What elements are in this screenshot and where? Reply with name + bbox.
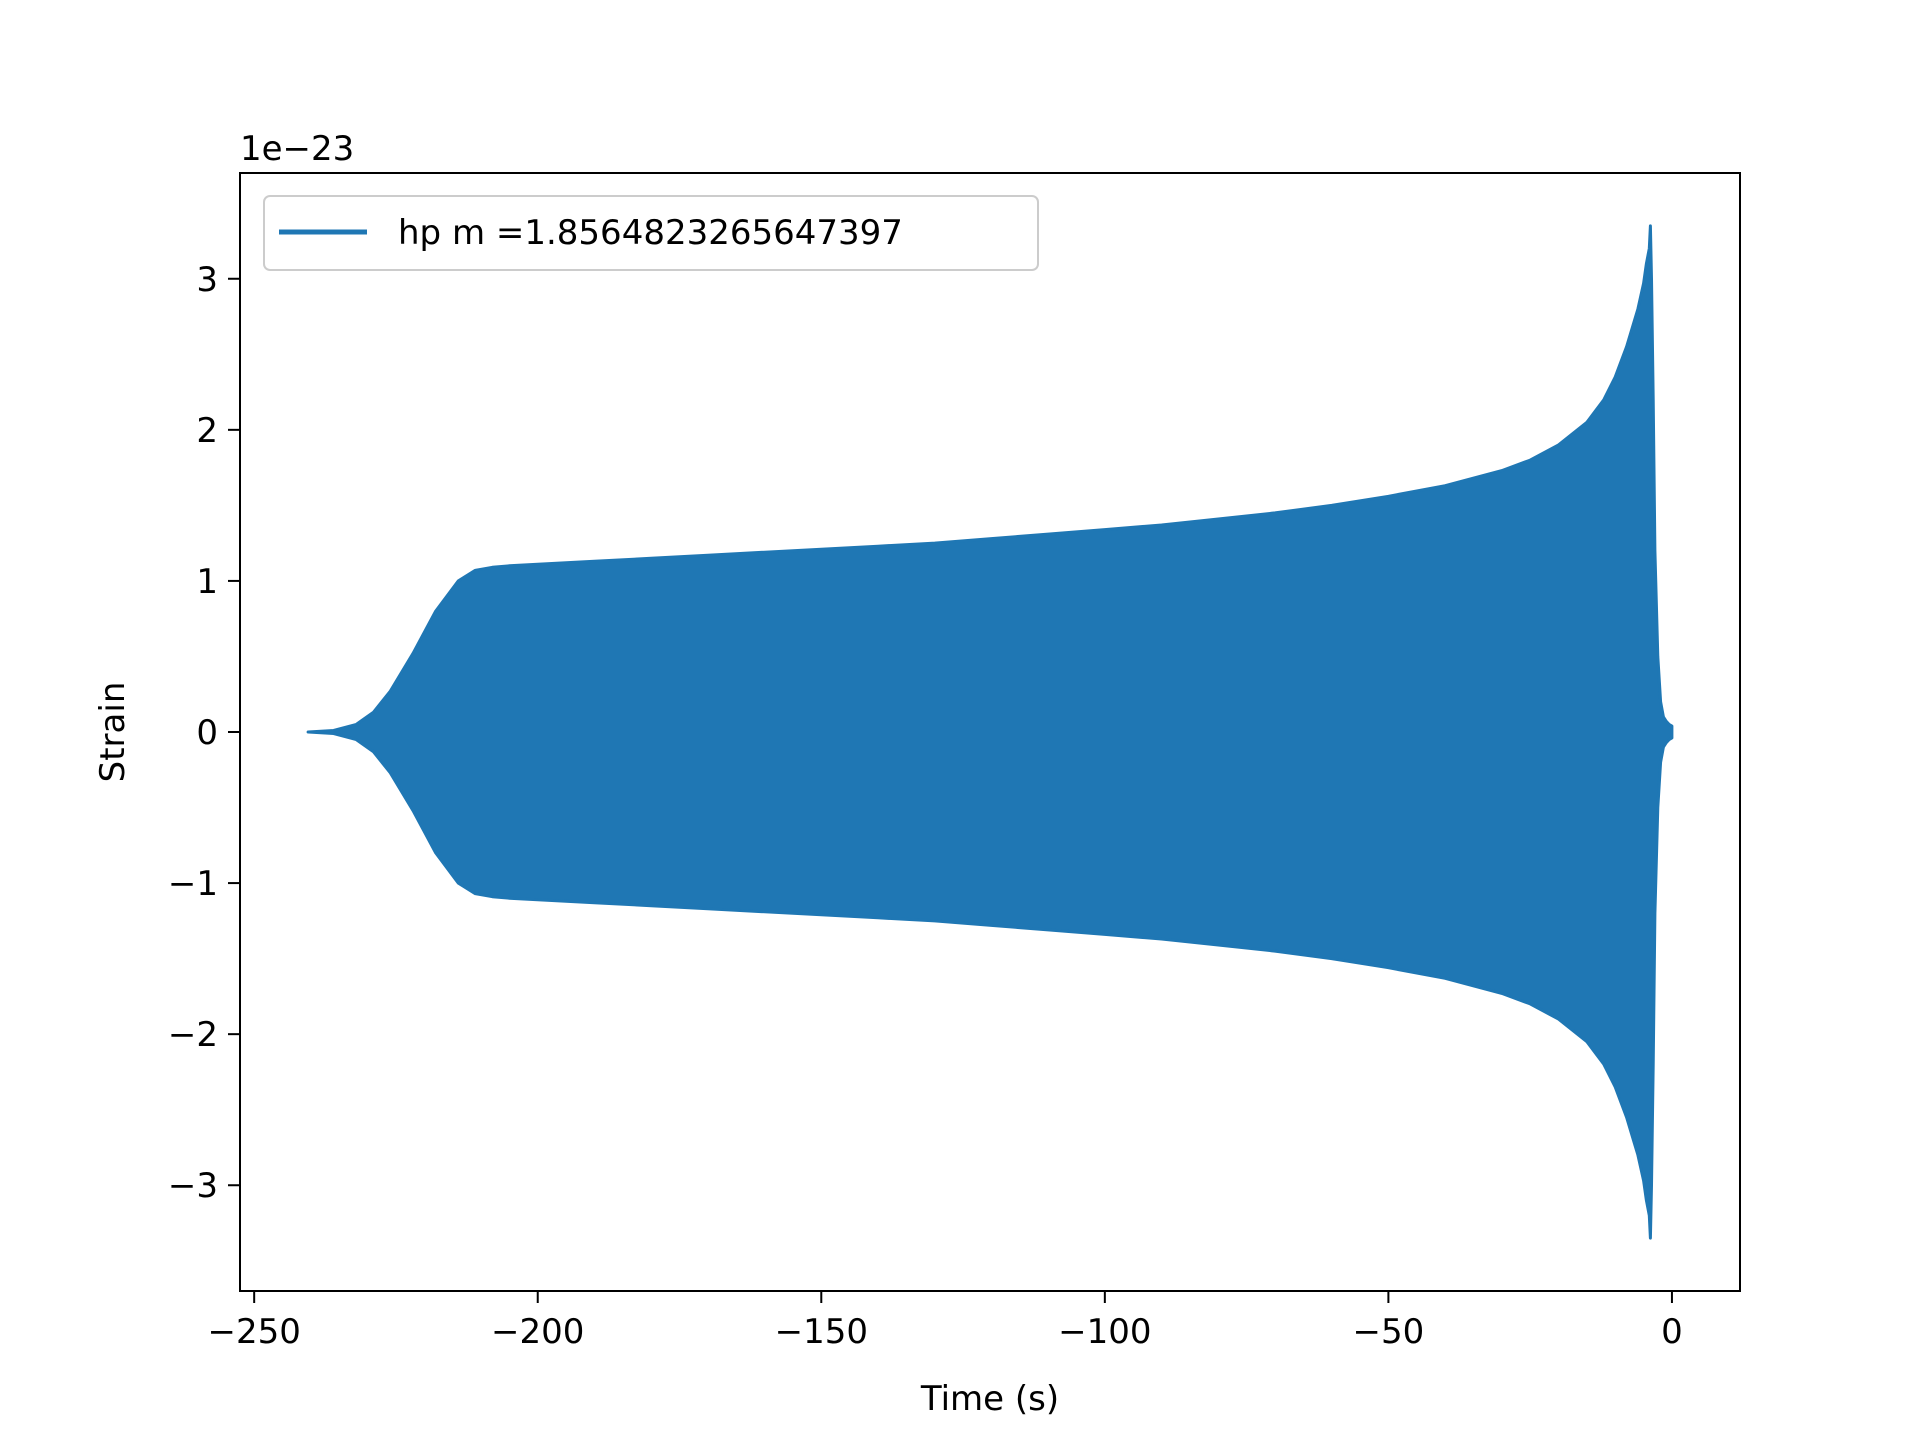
x-tick-label: −200 xyxy=(491,1312,584,1352)
x-tick-label: 0 xyxy=(1661,1312,1683,1352)
x-axis: −250 −200 −150 −100 −50 0 xyxy=(207,1291,1683,1352)
y-axis: −3 −2 −1 0 1 2 3 xyxy=(168,260,240,1206)
legend-box xyxy=(263,195,1039,271)
y-axis-offset-label: 1e−23 xyxy=(240,129,354,169)
y-tick-label: −1 xyxy=(168,864,218,904)
x-tick-label: −100 xyxy=(1058,1312,1151,1352)
x-axis-label: Time (s) xyxy=(920,1379,1059,1419)
legend: hp m =1.8564823265647397 xyxy=(263,195,1039,271)
x-tick-label: −50 xyxy=(1353,1312,1425,1352)
legend-label: hp m =1.8564823265647397 xyxy=(398,213,903,253)
plot-area xyxy=(306,224,1674,1240)
y-tick-label: −3 xyxy=(168,1166,218,1206)
y-tick-label: 3 xyxy=(196,260,218,300)
x-tick-label: −150 xyxy=(775,1312,868,1352)
x-tick-label: −250 xyxy=(207,1312,300,1352)
y-tick-label: 1 xyxy=(196,562,218,602)
y-tick-label: 2 xyxy=(196,411,218,451)
waveform-series xyxy=(306,224,1674,1240)
y-tick-label: 0 xyxy=(196,713,218,753)
y-tick-label: −2 xyxy=(168,1015,218,1055)
y-axis-label: Strain xyxy=(93,682,133,783)
